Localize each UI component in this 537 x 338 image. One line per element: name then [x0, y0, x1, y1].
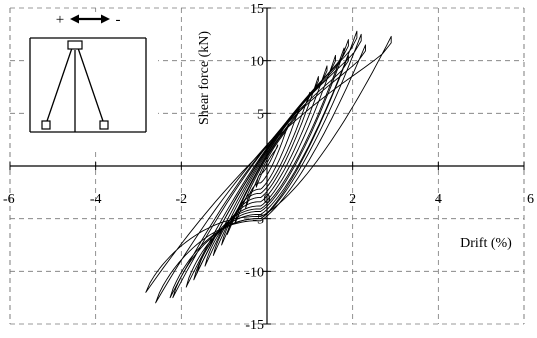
x-tick-label: 4: [435, 192, 442, 207]
x-tick-label: 2: [349, 192, 356, 207]
hysteresis-loop: [169, 54, 349, 299]
inset-diagonal-right: [77, 47, 105, 125]
inset-arrow-left-head-icon: [70, 14, 79, 24]
inset-minus-symbol: -: [116, 12, 121, 28]
inset-left-block: [41, 120, 51, 130]
x-tick-label: -2: [175, 192, 187, 207]
hysteresis-loop: [193, 39, 349, 281]
y-tick-label: -10: [245, 265, 264, 280]
x-axis-label: Drift (%): [460, 236, 512, 251]
y-tick-label: -15: [245, 318, 264, 333]
inset-diagram: + -: [24, 12, 158, 150]
y-tick-label: 10: [250, 55, 264, 70]
y-tick-label: 15: [250, 2, 264, 17]
hysteresis-loop: [212, 65, 328, 256]
hysteresis-loop: [234, 107, 300, 225]
inset-diagonal-left: [45, 47, 73, 125]
x-tick-label: -6: [3, 192, 15, 207]
axes: [9, 7, 525, 325]
x-tick-label: 6: [527, 192, 534, 207]
inset-right-block: [99, 120, 109, 130]
x-tick-label: -4: [90, 192, 102, 207]
hysteresis-loop: [221, 76, 319, 246]
inset-top-block: [67, 40, 83, 50]
y-axis-label: Shear force (kN): [197, 31, 212, 125]
hysteresis-loop: [155, 44, 366, 304]
tick-labels: -6 -4 -2 0 2 4 6 15 10 5 -5 -10 -15: [3, 2, 534, 333]
inset-plus-symbol: +: [56, 12, 64, 28]
hysteresis-loop: [245, 123, 289, 209]
x-tick-label: 0: [264, 192, 271, 207]
y-tick-label: 5: [257, 107, 264, 122]
inset-arrow-right-head-icon: [101, 14, 110, 24]
hysteresis-loop: [145, 35, 392, 293]
hysteresis-loop: [226, 91, 311, 235]
y-tick-label: -5: [252, 213, 264, 228]
curves: [145, 30, 392, 304]
